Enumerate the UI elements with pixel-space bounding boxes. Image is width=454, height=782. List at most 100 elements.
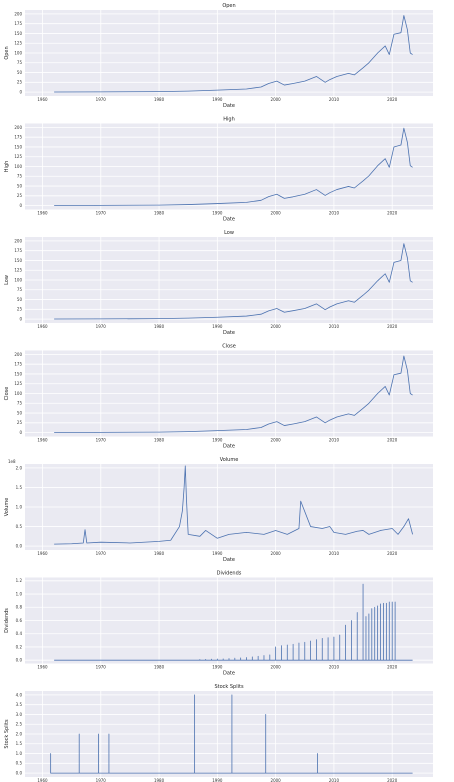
- y-axis-label: High: [4, 161, 10, 173]
- x-tick-label: 1960: [37, 97, 48, 102]
- x-tick-label: 1960: [37, 438, 48, 443]
- x-tick-label: 1980: [154, 324, 165, 329]
- x-tick-label: 2000: [271, 97, 282, 102]
- x-tick-label: 1970: [96, 324, 107, 329]
- data-series-line: [54, 243, 413, 320]
- x-tick-label: 1960: [37, 665, 48, 670]
- y-tick-label: 175: [14, 362, 22, 367]
- y-tick-label: 175: [14, 248, 22, 253]
- y-tick-label: 1.5: [16, 485, 23, 490]
- x-tick-label: 1990: [212, 551, 223, 556]
- y-tick-label: 2.5: [16, 722, 23, 727]
- x-tick-label: 1990: [212, 324, 223, 329]
- x-tick-label: 1960: [37, 211, 48, 216]
- y-tick-label: 125: [14, 154, 22, 159]
- y-tick-label: 75: [17, 401, 23, 406]
- x-tick-label: 1970: [96, 551, 107, 556]
- x-tick-label: 2010: [329, 438, 340, 443]
- y-tick-label: 1.0: [16, 504, 23, 509]
- y-tick-label: 50: [17, 70, 23, 75]
- y-tick-label: 0.0: [16, 543, 23, 548]
- y-tick-label: 0.4: [16, 631, 23, 636]
- x-tick-label: 1980: [154, 97, 165, 102]
- chart-title: Volume: [220, 457, 239, 463]
- y-tick-label: 50: [17, 410, 23, 415]
- y-axis-label: Stock Splits: [4, 719, 10, 749]
- x-tick-label: 1990: [212, 97, 223, 102]
- x-tick-label: 1980: [154, 438, 165, 443]
- chart-title: Low: [224, 230, 234, 236]
- y-axis-label: Low: [4, 275, 10, 285]
- subplot-stock-splits: 1960 1970 1980 1990 2000 2010 2020 0.0 0.5 1.0 1.5…: [4, 684, 433, 782]
- x-tick-label: 2020: [387, 324, 398, 329]
- x-tick-label: 2010: [329, 551, 340, 556]
- chart-title: Open: [222, 3, 235, 9]
- x-tick-label: 2000: [271, 438, 282, 443]
- chart-title: Dividends: [217, 571, 242, 577]
- x-tick-label: 2000: [271, 551, 282, 556]
- y-tick-label: 1.5: [16, 741, 23, 746]
- y-tick-label: 25: [17, 193, 23, 198]
- axis-offset-text: 1e8: [8, 459, 16, 464]
- chart-title: Stock Splits: [214, 684, 244, 690]
- y-tick-label: 3.0: [16, 712, 23, 717]
- y-tick-label: 75: [17, 174, 23, 179]
- x-axis-label: Date: [223, 671, 235, 677]
- y-tick-label: 75: [17, 287, 23, 292]
- x-tick-label: 2020: [387, 551, 398, 556]
- x-tick-label: 2010: [329, 778, 340, 782]
- data-series-line: [54, 15, 413, 93]
- x-tick-label: 1980: [154, 778, 165, 782]
- y-tick-label: 25: [17, 307, 23, 312]
- x-tick-label: 1970: [96, 211, 107, 216]
- y-tick-label: 0.5: [16, 761, 23, 766]
- y-tick-label: 125: [14, 268, 22, 273]
- y-tick-label: 100: [14, 50, 22, 55]
- x-tick-label: 2010: [329, 665, 340, 670]
- y-tick-label: 175: [14, 21, 22, 26]
- y-tick-label: 0.6: [16, 618, 23, 623]
- y-tick-label: 0.5: [16, 524, 23, 529]
- y-tick-label: 0.2: [16, 644, 23, 649]
- y-tick-label: 150: [14, 31, 22, 36]
- y-tick-label: 0: [19, 430, 22, 435]
- subplot-volume: 1960 1970 1980 1990 2000 2010 2020 0.0 0.5 1.0 1.5…: [4, 457, 433, 563]
- y-axis-label: Volume: [4, 498, 10, 517]
- x-tick-label: 2020: [387, 211, 398, 216]
- x-tick-label: 1990: [212, 211, 223, 216]
- y-tick-label: 0: [19, 203, 22, 208]
- y-tick-label: 200: [14, 352, 22, 357]
- y-tick-label: 150: [14, 371, 22, 376]
- y-tick-label: 3.5: [16, 702, 23, 707]
- y-tick-label: 125: [14, 41, 22, 46]
- data-series-line: [54, 127, 413, 206]
- x-tick-label: 2000: [271, 665, 282, 670]
- x-axis-label: Date: [223, 330, 235, 336]
- y-tick-label: 25: [17, 80, 23, 85]
- y-tick-label: 200: [14, 238, 22, 243]
- subplot-low: 1960 1970 1980 1990 2000 2010 2020 0 25 50 75 100 12…: [4, 230, 433, 336]
- x-tick-label: 1960: [37, 324, 48, 329]
- x-tick-label: 1990: [212, 665, 223, 670]
- y-tick-label: 1.2: [16, 578, 23, 583]
- y-tick-label: 0.0: [16, 658, 23, 663]
- data-series-line: [54, 465, 413, 545]
- y-axis-label: Dividends: [4, 608, 10, 633]
- y-tick-label: 200: [14, 11, 22, 16]
- y-tick-label: 50: [17, 297, 23, 302]
- chart-title: Close: [222, 344, 236, 350]
- x-axis-label: Date: [223, 103, 235, 109]
- y-axis-label: Close: [4, 387, 10, 401]
- y-tick-label: 0.0: [16, 770, 23, 775]
- y-tick-label: 1.0: [16, 751, 23, 756]
- x-tick-label: 2010: [329, 324, 340, 329]
- x-tick-label: 2020: [387, 665, 398, 670]
- y-tick-label: 125: [14, 381, 22, 386]
- x-axis-label: Date: [223, 444, 235, 450]
- y-tick-label: 0.8: [16, 605, 23, 610]
- x-tick-label: 1970: [96, 778, 107, 782]
- y-tick-label: 2.0: [16, 731, 23, 736]
- x-tick-label: 2020: [387, 97, 398, 102]
- y-tick-label: 100: [14, 164, 22, 169]
